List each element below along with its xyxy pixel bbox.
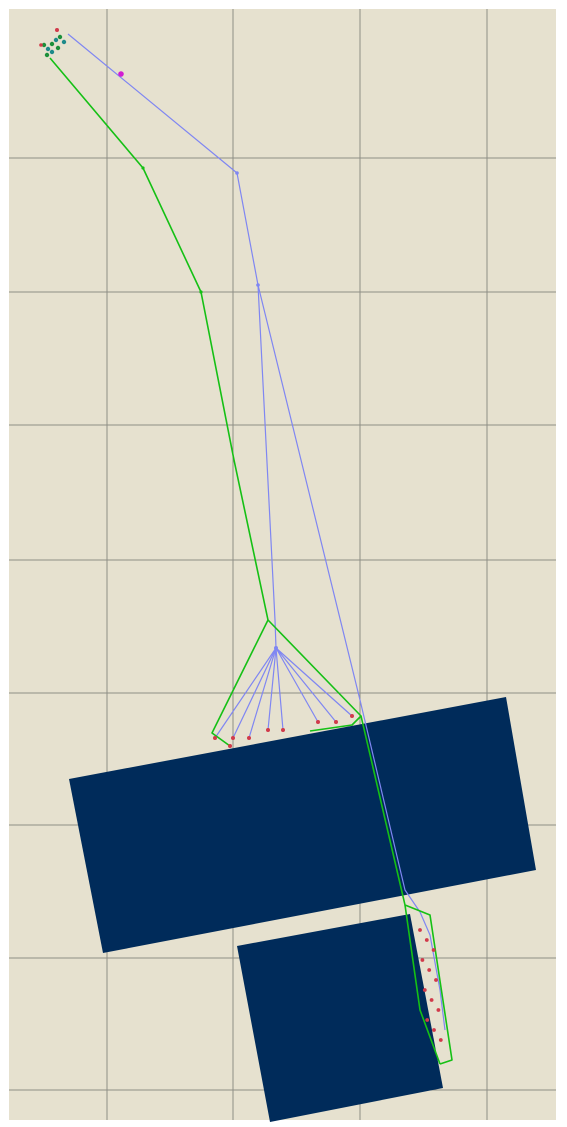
cluster-node[interactable] (49, 49, 55, 55)
green-route-long[interactable] (360, 715, 453, 1065)
cluster-node[interactable] (53, 37, 59, 43)
cluster-node[interactable] (61, 39, 67, 45)
cluster-node[interactable] (41, 42, 47, 48)
blue-route-fan-5[interactable] (275, 647, 284, 731)
endpoint-node[interactable] (431, 948, 436, 952)
blue-route-fan-1[interactable] (214, 647, 277, 739)
endpoint-node[interactable] (350, 714, 354, 718)
waypoint-marker[interactable] (118, 71, 124, 77)
endpoint-node[interactable] (231, 736, 235, 740)
endpoint-node[interactable] (420, 958, 425, 962)
endpoint-node[interactable] (429, 998, 434, 1002)
nodes-layer (39, 28, 443, 1042)
endpoint-node[interactable] (228, 744, 232, 748)
endpoint-node[interactable] (247, 736, 251, 740)
route-vertex[interactable] (256, 283, 260, 287)
endpoint-node[interactable] (436, 1008, 441, 1012)
blue-route-fan-8[interactable] (275, 647, 353, 717)
endpoint-node[interactable] (213, 736, 217, 740)
cluster-node[interactable] (55, 45, 61, 51)
endpoint-node[interactable] (422, 988, 427, 992)
blocks-layer (69, 697, 536, 1122)
cluster-node[interactable] (44, 52, 50, 58)
blue-route-fan-2[interactable] (232, 647, 277, 739)
green-route-fan-right[interactable] (267, 619, 362, 732)
green-route-fan-left[interactable] (211, 619, 269, 747)
cluster-node[interactable] (49, 41, 55, 47)
endpoint-node[interactable] (438, 1038, 443, 1042)
cluster-node[interactable] (55, 28, 59, 32)
endpoint-node[interactable] (425, 1018, 430, 1022)
cluster-node[interactable] (45, 46, 51, 52)
blue-route-fan-3[interactable] (248, 647, 277, 739)
endpoint-node[interactable] (316, 720, 320, 724)
green-route-tail[interactable] (404, 904, 441, 1065)
blue-route-fan-7[interactable] (275, 647, 337, 723)
endpoint-node[interactable] (281, 728, 285, 732)
blue-route-long[interactable] (257, 284, 446, 1031)
block-small[interactable] (237, 914, 443, 1122)
route-vertex[interactable] (235, 171, 239, 175)
endpoint-node[interactable] (418, 928, 422, 932)
blue-route-fan-6[interactable] (275, 647, 319, 723)
endpoint-node[interactable] (424, 938, 429, 942)
block-large[interactable] (69, 697, 536, 953)
blue-route-fan-4[interactable] (267, 647, 277, 731)
endpoint-node[interactable] (427, 968, 432, 972)
route-vertex[interactable] (199, 290, 203, 294)
endpoint-node[interactable] (432, 1028, 436, 1032)
route-vertex[interactable] (274, 646, 278, 650)
route-vertex[interactable] (141, 166, 145, 170)
endpoint-node[interactable] (334, 720, 338, 724)
cluster-node[interactable] (39, 43, 43, 47)
cluster-node[interactable] (57, 34, 63, 40)
endpoint-node[interactable] (266, 728, 270, 732)
endpoint-node[interactable] (434, 978, 438, 982)
